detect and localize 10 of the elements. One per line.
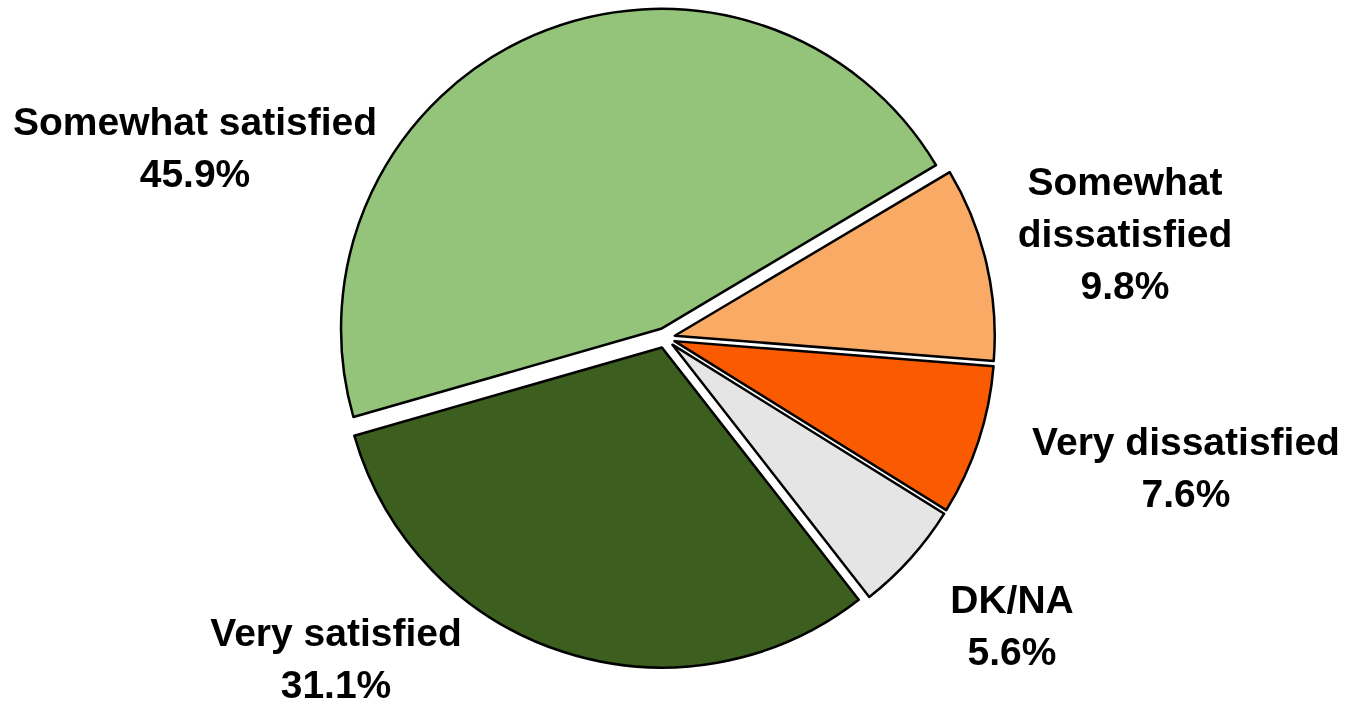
slice-label: Somewhat satisfied <box>12 100 378 143</box>
data-label: 5.6% <box>967 630 1057 673</box>
slice-label: Somewhat dissatisfied <box>1017 160 1233 255</box>
slice-label: DK/NA <box>950 578 1074 621</box>
data-label: 45.9% <box>139 152 251 195</box>
slice-label: Very dissatisfied <box>1032 420 1340 463</box>
slice-label: Very satisfied <box>210 611 462 654</box>
data-label: 7.6% <box>1141 472 1231 515</box>
data-label: 9.8% <box>1080 264 1170 307</box>
data-label: 31.1% <box>280 663 392 706</box>
